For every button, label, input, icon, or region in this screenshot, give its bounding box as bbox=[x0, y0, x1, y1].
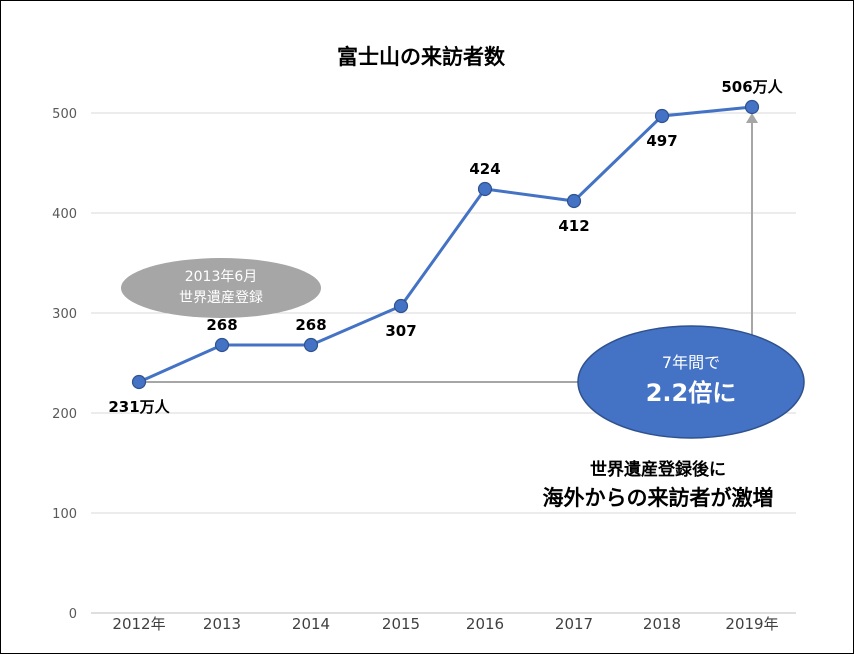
series-line bbox=[138, 105, 753, 384]
data-label: 231万人 bbox=[108, 398, 170, 416]
data-point bbox=[393, 298, 409, 314]
data-label: 497 bbox=[646, 132, 677, 150]
event-line1: 2013年6月 bbox=[185, 269, 258, 285]
growth-line2: 2.2倍に bbox=[646, 379, 737, 407]
data-label: 506万人 bbox=[721, 78, 783, 96]
data-label: 268 bbox=[295, 316, 326, 334]
y-tick-label: 400 bbox=[52, 207, 77, 222]
x-tick-label: 2014 bbox=[292, 615, 330, 633]
y-tick-label: 300 bbox=[52, 307, 77, 322]
data-point bbox=[566, 193, 582, 209]
x-tick-label: 2017 bbox=[555, 615, 593, 633]
data-labels: 231万人 268 268 307 424 412 497 506万人 bbox=[108, 78, 783, 416]
y-tick-label: 500 bbox=[52, 107, 77, 122]
x-axis-ticks: 2012年 2013 2014 2015 2016 2017 2018 2019年 bbox=[112, 615, 778, 633]
event-ellipse bbox=[121, 258, 321, 318]
growth-ellipse bbox=[577, 325, 805, 439]
data-label: 424 bbox=[469, 160, 500, 178]
x-tick-label: 2019年 bbox=[725, 615, 778, 633]
data-point bbox=[214, 337, 230, 353]
x-tick-label: 2013 bbox=[203, 615, 241, 633]
x-tick-label: 2018 bbox=[643, 615, 681, 633]
data-label: 412 bbox=[558, 217, 589, 235]
data-label: 307 bbox=[385, 322, 416, 340]
data-point bbox=[744, 99, 760, 115]
y-axis-ticks: 0 100 200 300 400 500 bbox=[52, 107, 77, 622]
growth-callout: 7年間で 2.2倍に bbox=[577, 325, 805, 439]
data-point bbox=[131, 374, 147, 390]
x-tick-label: 2015 bbox=[382, 615, 420, 633]
data-point bbox=[477, 181, 493, 197]
note-line2: 海外からの来訪者が激増 bbox=[543, 486, 774, 510]
event-annotation: 2013年6月 世界遺産登録 bbox=[121, 258, 321, 318]
x-tick-label: 2016 bbox=[466, 615, 504, 633]
y-tick-label: 100 bbox=[52, 507, 77, 522]
note-line1: 世界遺産登録後に bbox=[590, 459, 726, 480]
growth-line1: 7年間で bbox=[662, 353, 720, 372]
chart-title: 富士山の来訪者数 bbox=[337, 45, 506, 69]
growth-arrow-head bbox=[746, 113, 758, 123]
x-tick-label: 2012年 bbox=[112, 615, 165, 633]
note-annotation: 世界遺産登録後に 海外からの来訪者が激増 bbox=[543, 459, 774, 510]
data-label: 268 bbox=[206, 316, 237, 334]
data-point bbox=[654, 108, 670, 124]
y-tick-label: 0 bbox=[69, 607, 77, 622]
event-line2: 世界遺産登録 bbox=[179, 290, 263, 306]
y-tick-label: 200 bbox=[52, 407, 77, 422]
series-visitors bbox=[131, 99, 760, 390]
data-point bbox=[303, 337, 319, 353]
